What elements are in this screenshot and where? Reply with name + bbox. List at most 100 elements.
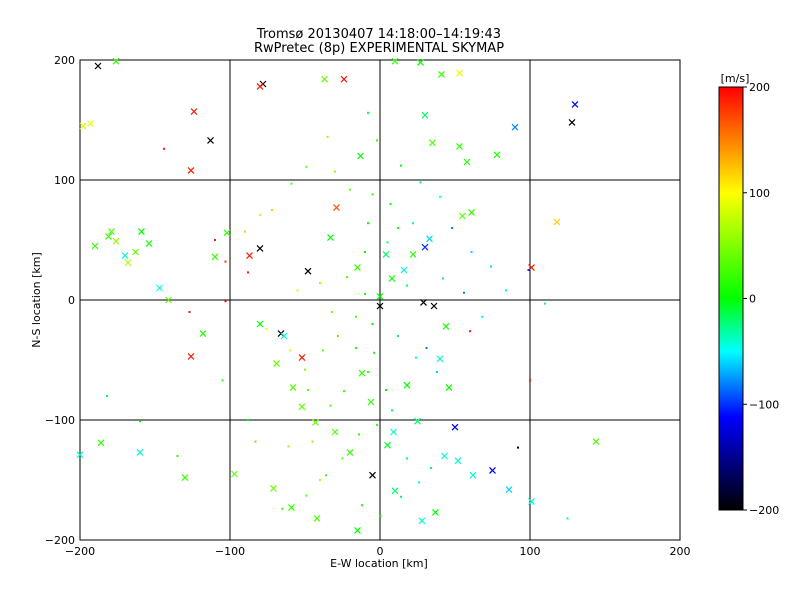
data-point-dot (329, 404, 332, 407)
data-point-dot (367, 111, 369, 114)
data-point-x (331, 428, 339, 436)
data-point-x (256, 244, 264, 252)
x-tick-label: 0 (377, 545, 384, 558)
data-point-dot (349, 188, 351, 191)
x-tick-label: 200 (670, 545, 691, 558)
data-point-dot (326, 135, 329, 138)
data-point-x (409, 250, 417, 258)
data-point-x (340, 75, 348, 83)
data-point-x (207, 136, 214, 144)
data-point-x (211, 253, 219, 261)
data-point-dot (221, 379, 224, 382)
data-point-x (105, 232, 112, 240)
data-point-dot (289, 349, 291, 352)
data-point-x (256, 82, 264, 90)
data-point-dot (469, 330, 471, 333)
data-point-dot (358, 433, 360, 436)
data-point-dot (341, 457, 344, 460)
data-point-x (354, 526, 361, 534)
data-point-x (376, 292, 384, 300)
data-point-dot (397, 335, 399, 337)
data-point-dot (322, 349, 324, 352)
data-point-x (418, 517, 426, 525)
y-tick-label: −200 (45, 534, 75, 547)
data-point-x (94, 62, 102, 70)
data-point-dot (176, 455, 179, 457)
data-point-dot (287, 445, 290, 448)
data-point-x (432, 508, 439, 516)
data-point-x (156, 284, 163, 292)
data-point-dot (334, 170, 336, 173)
colorbar-tick-label: 100 (749, 187, 770, 200)
data-point-dot (346, 276, 348, 279)
data-point-dot (163, 147, 165, 150)
data-point-x (468, 208, 475, 216)
data-point-x (333, 204, 340, 212)
data-point-x (256, 320, 264, 328)
chart-title: Tromsø 20130407 14:18:00–14:19:43 (256, 27, 501, 42)
data-point-x (528, 498, 535, 506)
data-point-dot (376, 423, 378, 426)
x-tick-label: −100 (215, 545, 245, 558)
data-point-dot (406, 457, 408, 460)
data-point-x (108, 228, 115, 236)
data-point-dot (430, 467, 432, 469)
data-point-dot (527, 269, 530, 271)
data-point-dot (271, 209, 273, 211)
data-point-dot (371, 323, 374, 325)
data-point-dot (442, 277, 444, 280)
data-point-dot (371, 193, 374, 196)
data-point-x (391, 57, 399, 65)
data-point-dot (505, 289, 507, 292)
data-point-x (91, 242, 99, 250)
data-point-x (298, 403, 306, 411)
x-tick-label: −200 (65, 545, 95, 558)
data-point-x (76, 451, 84, 459)
data-point-x (273, 360, 280, 368)
data-point-dot (319, 479, 321, 481)
data-point-x (298, 354, 306, 362)
data-point-dot (224, 260, 227, 263)
data-point-x (358, 369, 366, 377)
data-point-dot (247, 271, 249, 274)
data-point-x (87, 120, 94, 128)
data-point-x (592, 438, 600, 446)
data-point-x (357, 152, 364, 160)
y-axis-title: N-S location [km] (30, 252, 43, 348)
data-point-x (124, 259, 132, 267)
data-point-x (421, 111, 429, 119)
data-point-x (376, 302, 384, 310)
data-point-x (469, 471, 477, 479)
y-tick-label: −100 (45, 414, 75, 427)
data-point-dot (247, 419, 249, 421)
data-point-x (280, 332, 288, 340)
data-point-x (505, 486, 513, 494)
x-tick-label: 100 (520, 545, 541, 558)
data-point-x (231, 470, 238, 478)
data-point-dot (376, 139, 378, 142)
data-point-x (451, 423, 459, 431)
data-point-dot (355, 315, 357, 318)
data-point-dot (379, 515, 381, 517)
data-point-x (289, 384, 297, 392)
data-point-dot (412, 222, 414, 225)
data-point-x (190, 108, 198, 116)
data-point-x (426, 235, 433, 243)
data-point-x (568, 118, 576, 126)
data-point-dot (305, 165, 308, 168)
data-points (76, 57, 600, 534)
data-point-dot (331, 311, 333, 313)
data-point-x (313, 514, 321, 522)
data-point-dot (406, 284, 408, 287)
data-point-x (414, 417, 421, 425)
colorbar (718, 86, 744, 511)
chart-subtitle: RwPretec (8p) EXPERIMENTAL SKYMAP (254, 41, 504, 56)
data-point-x (388, 274, 396, 282)
grid-lines (80, 60, 680, 540)
data-point-x (112, 57, 120, 65)
data-point-dot (307, 389, 309, 391)
data-point-x (553, 218, 561, 226)
colorbar-label: [m/s] (721, 72, 750, 85)
data-point-x (417, 58, 424, 66)
data-point-dot (188, 311, 191, 313)
